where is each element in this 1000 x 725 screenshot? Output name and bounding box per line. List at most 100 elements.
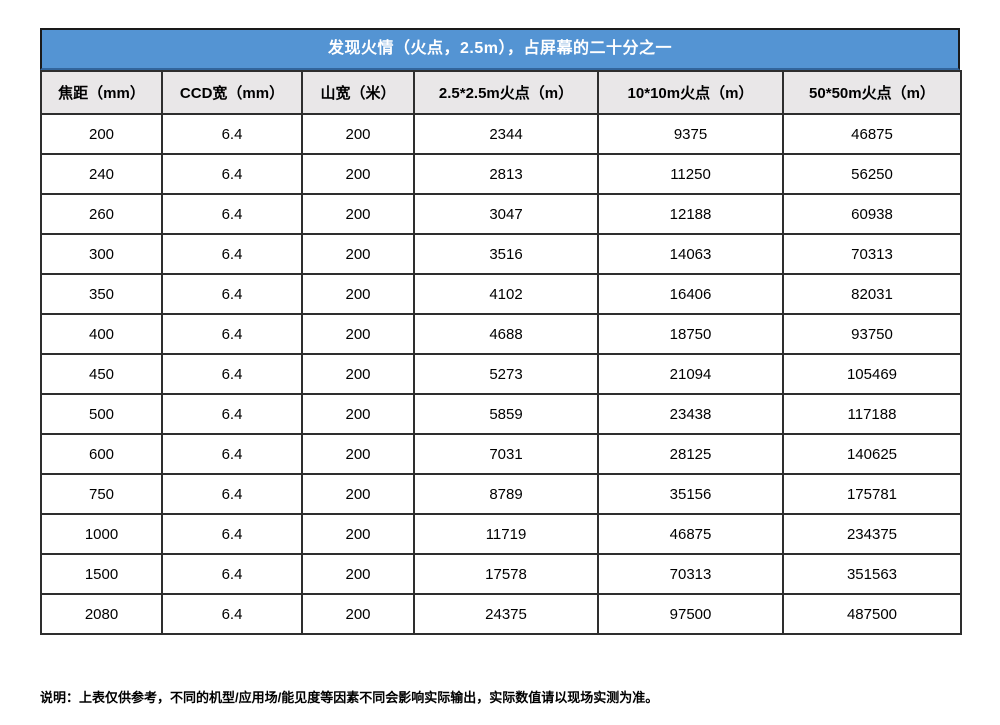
- table-cell: 200: [301, 273, 415, 315]
- table-cell: 11250: [597, 153, 784, 195]
- table-header-row: 焦距（mm） CCD宽（mm） 山宽（米） 2.5*2.5m火点（m） 10*10m火点…: [40, 70, 962, 115]
- table-cell: 200: [301, 393, 415, 435]
- table-cell: 9375: [597, 113, 784, 155]
- table-cell: 5859: [413, 393, 599, 435]
- column-header: CCD宽（mm）: [161, 70, 303, 115]
- table-cell: 400: [40, 313, 163, 355]
- table-cell: 117188: [782, 393, 962, 435]
- table-cell: 70313: [597, 553, 784, 595]
- table-cell: 24375: [413, 593, 599, 635]
- table-cell: 93750: [782, 313, 962, 355]
- table-cell: 6.4: [161, 313, 303, 355]
- table-cell: 16406: [597, 273, 784, 315]
- table-cell: 6.4: [161, 153, 303, 195]
- table-cell: 200: [301, 473, 415, 515]
- table-cell: 18750: [597, 313, 784, 355]
- table-row: 200 6.4 200 2344 9375 46875: [40, 113, 962, 155]
- table-cell: 200: [301, 513, 415, 555]
- table-cell: 105469: [782, 353, 962, 395]
- table-row: 1500 6.4 200 17578 70313 351563: [40, 553, 962, 595]
- table-cell: 82031: [782, 273, 962, 315]
- table-cell: 140625: [782, 433, 962, 475]
- table-cell: 56250: [782, 153, 962, 195]
- table-cell: 8789: [413, 473, 599, 515]
- header-row: 焦距（mm） CCD宽（mm） 山宽（米） 2.5*2.5m火点（m） 10*10m火点…: [40, 70, 962, 115]
- table-cell: 3516: [413, 233, 599, 275]
- table-cell: 6.4: [161, 233, 303, 275]
- table-cell: 5273: [413, 353, 599, 395]
- table-row: 240 6.4 200 2813 11250 56250: [40, 153, 962, 195]
- table-cell: 11719: [413, 513, 599, 555]
- column-header: 10*10m火点（m）: [597, 70, 784, 115]
- table-cell: 500: [40, 393, 163, 435]
- table-cell: 200: [40, 113, 163, 155]
- table-cell: 6.4: [161, 473, 303, 515]
- table-row: 300 6.4 200 3516 14063 70313: [40, 233, 962, 275]
- table-cell: 200: [301, 353, 415, 395]
- fire-detection-table-container: 发现火情（火点，2.5m），占屏幕的二十分之一 焦距（mm） CCD宽（mm） 山宽…: [40, 28, 962, 635]
- column-header: 50*50m火点（m）: [782, 70, 962, 115]
- table-cell: 3047: [413, 193, 599, 235]
- table-cell: 6.4: [161, 273, 303, 315]
- table-row: 450 6.4 200 5273 21094 105469: [40, 353, 962, 395]
- table-cell: 200: [301, 193, 415, 235]
- table-cell: 240: [40, 153, 163, 195]
- table-cell: 35156: [597, 473, 784, 515]
- table-cell: 17578: [413, 553, 599, 595]
- table-row: 350 6.4 200 4102 16406 82031: [40, 273, 962, 315]
- table-cell: 23438: [597, 393, 784, 435]
- table-cell: 2080: [40, 593, 163, 635]
- table-cell: 350: [40, 273, 163, 315]
- table-row: 2080 6.4 200 24375 97500 487500: [40, 593, 962, 635]
- table-cell: 97500: [597, 593, 784, 635]
- table-body: 200 6.4 200 2344 9375 46875 240 6.4 200 2813 11250…: [40, 113, 962, 635]
- table-cell: 300: [40, 233, 163, 275]
- column-header: 2.5*2.5m火点（m）: [413, 70, 599, 115]
- table-cell: 6.4: [161, 353, 303, 395]
- fire-detection-table: 焦距（mm） CCD宽（mm） 山宽（米） 2.5*2.5m火点（m） 10*10m火点…: [40, 70, 962, 635]
- table-cell: 351563: [782, 553, 962, 595]
- table-cell: 200: [301, 433, 415, 475]
- table-row: 750 6.4 200 8789 35156 175781: [40, 473, 962, 515]
- table-cell: 600: [40, 433, 163, 475]
- table-cell: 28125: [597, 433, 784, 475]
- table-cell: 12188: [597, 193, 784, 235]
- table-cell: 60938: [782, 193, 962, 235]
- table-row: 400 6.4 200 4688 18750 93750: [40, 313, 962, 355]
- table-cell: 46875: [597, 513, 784, 555]
- table-cell: 200: [301, 153, 415, 195]
- table-row: 260 6.4 200 3047 12188 60938: [40, 193, 962, 235]
- table-cell: 7031: [413, 433, 599, 475]
- table-cell: 450: [40, 353, 163, 395]
- table-cell: 21094: [597, 353, 784, 395]
- table-cell: 487500: [782, 593, 962, 635]
- table-cell: 200: [301, 233, 415, 275]
- table-cell: 750: [40, 473, 163, 515]
- table-row: 1000 6.4 200 11719 46875 234375: [40, 513, 962, 555]
- column-header: 焦距（mm）: [40, 70, 163, 115]
- column-header: 山宽（米）: [301, 70, 415, 115]
- table-cell: 4688: [413, 313, 599, 355]
- table-cell: 6.4: [161, 193, 303, 235]
- table-cell: 46875: [782, 113, 962, 155]
- table-cell: 4102: [413, 273, 599, 315]
- table-cell: 6.4: [161, 553, 303, 595]
- table-cell: 70313: [782, 233, 962, 275]
- table-cell: 1500: [40, 553, 163, 595]
- table-cell: 2344: [413, 113, 599, 155]
- table-cell: 1000: [40, 513, 163, 555]
- table-cell: 200: [301, 593, 415, 635]
- table-row: 600 6.4 200 7031 28125 140625: [40, 433, 962, 475]
- table-row: 500 6.4 200 5859 23438 117188: [40, 393, 962, 435]
- footnote-text: 说明：上表仅供参考，不同的机型/应用场/能见度等因素不同会影响实际输出，实际数值…: [40, 690, 659, 705]
- table-cell: 200: [301, 113, 415, 155]
- table-cell: 200: [301, 553, 415, 595]
- table-cell: 6.4: [161, 113, 303, 155]
- table-cell: 14063: [597, 233, 784, 275]
- table-cell: 6.4: [161, 433, 303, 475]
- table-cell: 6.4: [161, 593, 303, 635]
- table-cell: 234375: [782, 513, 962, 555]
- table-title: 发现火情（火点，2.5m），占屏幕的二十分之一: [40, 28, 960, 70]
- table-cell: 260: [40, 193, 163, 235]
- table-cell: 2813: [413, 153, 599, 195]
